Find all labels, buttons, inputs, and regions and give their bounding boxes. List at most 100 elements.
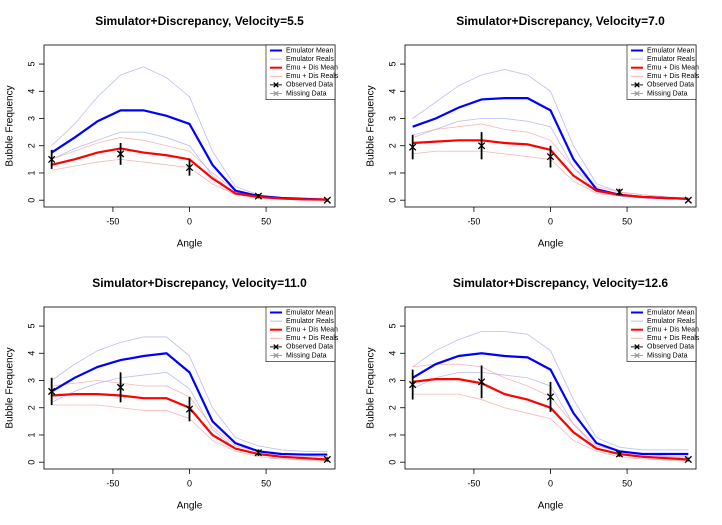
legend-marker xyxy=(273,344,279,350)
x-axis-label: Angle xyxy=(538,501,564,512)
data-point xyxy=(185,163,194,172)
y-tick-label: 0 xyxy=(26,198,36,203)
x-tick-label: -50 xyxy=(467,478,480,488)
legend-marker xyxy=(273,90,279,97)
data-point xyxy=(477,378,486,386)
data-point xyxy=(254,449,263,457)
legend-label: Observed Data xyxy=(647,82,694,89)
legend-label: Missing Data xyxy=(286,90,327,97)
chart-title: Simulator+Discrepancy, Velocity=7.0 xyxy=(456,14,665,28)
legend-marker xyxy=(273,82,279,88)
legend-label: Observed Data xyxy=(647,344,694,351)
y-tick-label: 0 xyxy=(26,460,36,465)
y-tick-label: 3 xyxy=(26,378,36,383)
x-tick-label: -50 xyxy=(467,216,480,226)
y-tick-label: 1 xyxy=(387,170,397,175)
y-tick-label: 4 xyxy=(387,89,397,94)
legend-label: Emu + Dis Reals xyxy=(647,335,700,342)
y-axis-label: Bubble Frequency xyxy=(5,85,16,166)
legend-marker xyxy=(634,344,640,350)
data-point xyxy=(684,455,693,464)
legend-label: Emulator Reals xyxy=(647,318,695,325)
x-tick-label: 50 xyxy=(622,478,632,488)
data-point xyxy=(47,155,56,164)
x-tick-label: -50 xyxy=(106,216,119,226)
data-point xyxy=(546,393,555,401)
data-point xyxy=(615,450,624,458)
x-tick-label: 50 xyxy=(261,216,271,226)
y-axis-label: Bubble Frequency xyxy=(5,347,16,428)
legend-label: Missing Data xyxy=(286,352,327,359)
chart-title: Simulator+Discrepancy, Velocity=11.0 xyxy=(92,276,307,290)
y-tick-label: 0 xyxy=(387,198,397,203)
chart-title: Simulator+Discrepancy, Velocity=12.6 xyxy=(453,276,669,290)
data-point xyxy=(684,196,693,204)
x-axis-label: Angle xyxy=(538,239,564,250)
y-tick-label: 1 xyxy=(26,432,36,437)
data-point xyxy=(546,152,555,161)
legend-marker xyxy=(273,352,279,359)
x-tick-label: 0 xyxy=(187,478,192,488)
data-point xyxy=(323,196,332,204)
y-tick-label: 4 xyxy=(387,351,397,356)
data-point xyxy=(408,380,417,389)
series-line xyxy=(51,352,328,456)
legend-marker xyxy=(634,90,640,97)
y-tick-label: 2 xyxy=(26,405,36,410)
legend-label: Emu + Dis Reals xyxy=(286,335,339,342)
x-axis-label: Angle xyxy=(177,239,203,250)
data-point xyxy=(323,455,332,464)
legend-label: Emu + Dis Mean xyxy=(286,327,338,334)
y-tick-label: 5 xyxy=(387,62,397,67)
x-tick-label: 0 xyxy=(548,478,553,488)
legend-label: Missing Data xyxy=(647,90,688,97)
legend-marker xyxy=(634,352,640,359)
legend-label: Emulator Reals xyxy=(647,56,695,63)
legend-label: Emulator Reals xyxy=(286,318,334,325)
legend-label: Emu + Dis Mean xyxy=(647,65,699,72)
y-tick-label: 5 xyxy=(387,324,397,329)
y-tick-label: 1 xyxy=(387,432,397,437)
series-line xyxy=(51,336,328,452)
y-tick-label: 3 xyxy=(26,116,36,121)
y-tick-label: 4 xyxy=(26,351,36,356)
legend-label: Emu + Dis Mean xyxy=(286,65,338,72)
data-point xyxy=(116,150,125,158)
y-tick-label: 2 xyxy=(387,405,397,410)
y-tick-label: 2 xyxy=(26,143,36,148)
y-tick-label: 3 xyxy=(387,116,397,121)
y-axis-label: Bubble Frequency xyxy=(366,85,377,166)
x-tick-label: 50 xyxy=(622,216,632,226)
panel: Simulator+Discrepancy, Velocity=12.6 Angl… xyxy=(366,276,700,511)
y-tick-label: 5 xyxy=(26,324,36,329)
series-line xyxy=(412,123,689,199)
legend-box xyxy=(626,306,697,362)
data-point xyxy=(185,405,194,413)
legend-label: Emulator Mean xyxy=(647,47,695,54)
legend-label: Emu + Dis Reals xyxy=(286,73,339,80)
legend-label: Emulator Mean xyxy=(286,47,334,54)
legend-box xyxy=(265,306,336,362)
panel: Simulator+Discrepancy, Velocity=5.5 Angle… xyxy=(5,14,339,249)
data-point xyxy=(477,142,486,150)
data-point xyxy=(47,387,56,396)
legend-label: Emu + Dis Reals xyxy=(647,73,700,80)
data-point xyxy=(615,188,624,196)
panel: Simulator+Discrepancy, Velocity=11.0 Angl… xyxy=(5,276,339,511)
legend-label: Observed Data xyxy=(286,344,333,351)
data-point xyxy=(254,192,263,200)
series-line xyxy=(412,352,689,456)
y-tick-label: 1 xyxy=(26,170,36,175)
data-point xyxy=(408,143,417,151)
x-tick-label: 0 xyxy=(548,216,553,226)
panel: Simulator+Discrepancy, Velocity=7.0 Angle… xyxy=(366,14,700,249)
y-tick-label: 5 xyxy=(26,62,36,67)
x-tick-label: 50 xyxy=(261,478,271,488)
series-line xyxy=(412,393,689,462)
legend-label: Emulator Mean xyxy=(647,309,695,316)
x-tick-label: -50 xyxy=(106,478,119,488)
y-axis-label: Bubble Frequency xyxy=(366,347,377,428)
data-point xyxy=(116,383,125,391)
legend-marker xyxy=(634,82,640,88)
chart-title: Simulator+Discrepancy, Velocity=5.5 xyxy=(95,14,304,28)
